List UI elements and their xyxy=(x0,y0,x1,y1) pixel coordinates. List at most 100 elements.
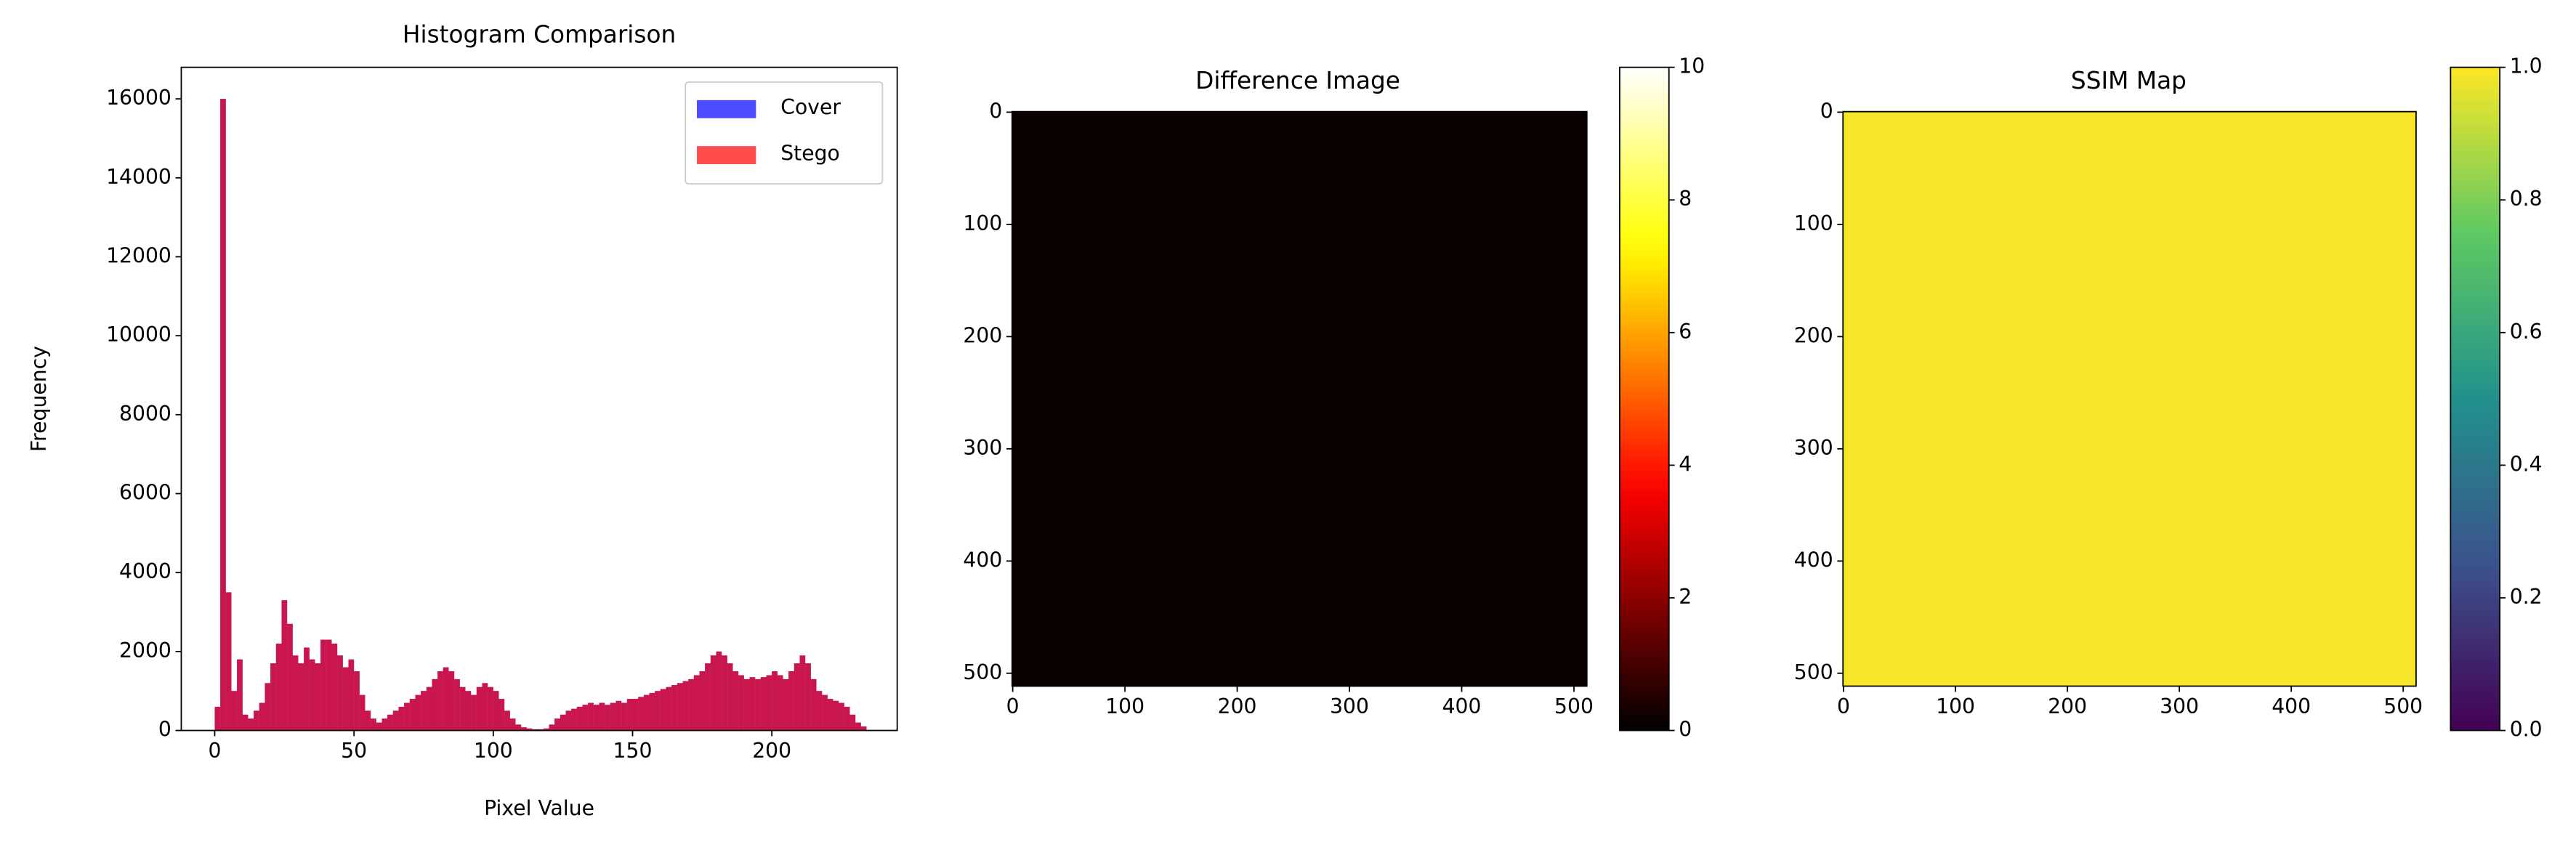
bar xyxy=(498,699,505,731)
bar xyxy=(265,683,271,731)
heatmap-cell xyxy=(1986,399,2131,543)
heatmap-cell xyxy=(1012,111,1157,256)
bar xyxy=(354,671,360,731)
bar xyxy=(560,714,566,731)
legend-label: Cover xyxy=(780,95,841,119)
bar xyxy=(849,714,856,731)
x-tick-label: 500 xyxy=(1554,694,1594,718)
bar xyxy=(259,702,265,731)
bar xyxy=(682,681,689,731)
bar xyxy=(666,686,672,731)
bar xyxy=(448,671,455,731)
bar xyxy=(827,699,833,731)
colorbar-tick-label: 0 xyxy=(1679,718,1692,742)
y-tick-label: 0 xyxy=(1820,99,1833,123)
bar xyxy=(298,663,304,731)
bar xyxy=(571,708,577,731)
colorbar xyxy=(2450,66,2501,732)
y-tick-label: 10000 xyxy=(106,323,171,346)
heatmap-cell xyxy=(1155,399,1300,543)
heatmap-cell xyxy=(2272,399,2417,543)
bar xyxy=(521,727,527,731)
bar xyxy=(649,692,655,731)
x-tick-label: 100 xyxy=(1936,694,1975,718)
bar xyxy=(237,659,243,731)
bar xyxy=(454,678,460,731)
colorbar-tick-label: 0.2 xyxy=(2510,585,2543,609)
bar xyxy=(810,678,817,731)
bar xyxy=(526,728,533,731)
colorbar-tick-label: 0.6 xyxy=(2510,320,2543,344)
y-tick-label: 200 xyxy=(963,323,1002,347)
bar xyxy=(777,675,783,731)
bar xyxy=(376,722,382,731)
y-tick-label: 0 xyxy=(158,718,171,742)
bar xyxy=(493,691,499,731)
x-tick-label: 200 xyxy=(2048,694,2087,718)
x-tick-label: 200 xyxy=(752,739,791,763)
bar xyxy=(833,700,839,731)
bar xyxy=(275,644,282,731)
x-tick-label: 0 xyxy=(1837,694,1850,718)
bar xyxy=(432,678,438,731)
bar xyxy=(699,671,706,731)
bar xyxy=(471,694,477,731)
heatmap-cell xyxy=(1843,111,1987,256)
colorbar-tick-label: 4 xyxy=(1679,452,1692,476)
bar xyxy=(710,655,716,731)
bar xyxy=(515,724,522,731)
bar xyxy=(716,651,722,731)
y-tick-label: 300 xyxy=(963,436,1002,460)
y-tick-label: 100 xyxy=(963,211,1002,235)
x-axis-label: Pixel Value xyxy=(484,796,594,820)
bar xyxy=(772,671,778,731)
bar xyxy=(482,683,488,731)
x-tick-label: 200 xyxy=(1218,694,1257,718)
x-tick-label: 150 xyxy=(613,739,653,763)
bar xyxy=(839,702,844,731)
bar xyxy=(593,705,599,731)
heatmap-cell xyxy=(1299,255,1444,400)
y-tick-label: 2000 xyxy=(119,639,171,662)
heatmap-cell xyxy=(2272,255,2417,400)
bar xyxy=(755,678,761,731)
heatmap-cell xyxy=(1012,399,1157,543)
bar xyxy=(632,699,639,731)
y-tick-label: 400 xyxy=(1794,548,1833,572)
x-tick-label: 100 xyxy=(1105,694,1144,718)
bar xyxy=(816,691,823,731)
x-tick-label: 400 xyxy=(2272,694,2311,718)
bar xyxy=(465,691,472,731)
y-tick-label: 8000 xyxy=(119,402,171,426)
bar xyxy=(459,686,466,731)
heatmap-cell xyxy=(1443,399,1588,543)
colorbar xyxy=(1619,66,1670,732)
colorbar-tick-label: 10 xyxy=(1679,54,1705,78)
bar xyxy=(476,686,483,731)
heatmap-cell xyxy=(1443,542,1588,687)
bar xyxy=(783,678,789,731)
heatmap-cell xyxy=(1155,542,1300,687)
bar xyxy=(509,718,516,731)
y-tick-label: 500 xyxy=(963,660,1002,684)
bar xyxy=(398,706,405,731)
bar xyxy=(822,694,828,731)
bar xyxy=(760,677,767,731)
bar xyxy=(766,675,772,731)
chart-title: Difference Image xyxy=(1195,67,1400,94)
x-tick-label: 500 xyxy=(2383,694,2423,718)
bar xyxy=(705,663,711,731)
heatmap-cell xyxy=(1155,111,1300,256)
bar xyxy=(638,697,644,731)
bar xyxy=(248,718,254,731)
bar xyxy=(799,655,806,731)
bar xyxy=(488,686,493,731)
heatmap-cell xyxy=(1155,255,1300,400)
bar xyxy=(320,639,326,731)
bar xyxy=(281,600,288,731)
heatmap-cell xyxy=(2129,111,2274,256)
bar xyxy=(214,706,221,731)
heatmap-cell xyxy=(1299,111,1444,256)
bar xyxy=(392,710,399,731)
bar xyxy=(287,623,293,731)
